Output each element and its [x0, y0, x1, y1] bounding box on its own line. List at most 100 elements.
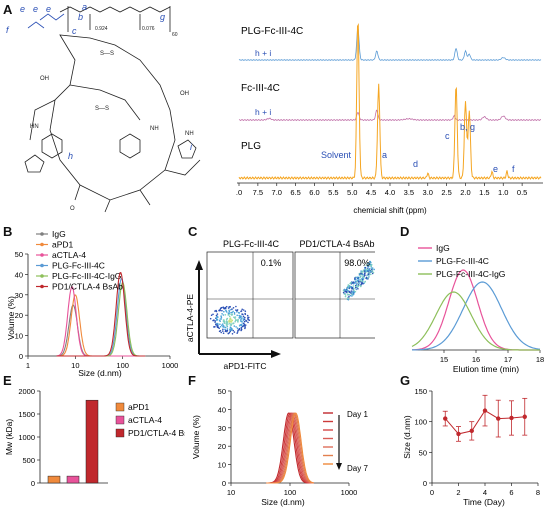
chart-f-xtick-label: 1000	[341, 488, 358, 497]
chart-c-event-dot	[350, 282, 352, 284]
chart-c-event-dot	[222, 330, 224, 332]
svg-text:S—S: S—S	[100, 51, 114, 57]
chart-e-ylabel: Mw (kDa)	[4, 419, 14, 456]
chart-c-event-dot	[342, 291, 345, 294]
chart-c-event-dot	[225, 305, 228, 308]
chart-c-ylabel: aCTLA-4-PE	[185, 294, 195, 343]
struct-label-e1: e	[20, 4, 25, 14]
nmr-tick-label: 5.5	[328, 188, 338, 197]
struct-sub-a: 0.924	[95, 26, 108, 32]
chart-c-event-dot	[218, 327, 220, 330]
chart-c-event-dot	[216, 322, 218, 325]
chart-c-event-dot	[236, 309, 239, 311]
chart-c-event-dot	[227, 312, 230, 314]
chart-d-series-line	[411, 291, 540, 351]
chart-c-event-dot	[224, 326, 227, 329]
chart-c-event-dot	[350, 285, 353, 288]
chart-g-point	[522, 414, 527, 419]
chart-c-event-dot	[367, 265, 369, 267]
chart-c-event-dot	[219, 325, 222, 328]
chart-b-series-line	[56, 271, 146, 357]
chart-b-ytick-label: 50	[15, 250, 23, 259]
nmr-label-plg-fc: PLG-Fc-III-4C	[241, 26, 303, 37]
chart-c-event-dot	[218, 309, 220, 312]
chart-c-event-dot	[231, 308, 233, 310]
chart-c-event-dot	[235, 309, 237, 311]
chart-c-event-dot	[219, 320, 221, 322]
chart-c-event-dot	[223, 310, 225, 313]
nmr-tick-label: 4.0	[385, 188, 395, 197]
chart-b-legend-label: PLG-Fc-III-4C	[52, 261, 105, 271]
chart-c-event-dot	[346, 289, 349, 291]
chart-b-series-line	[56, 294, 146, 357]
chart-e-ytick-label: 1500	[18, 410, 35, 419]
chart-c-event-dot	[355, 280, 357, 283]
chart-c-title-1: PLG-Fc-III-4C	[223, 239, 280, 249]
nmr-tick-label: .0	[236, 188, 242, 197]
chart-c-event-dot	[231, 319, 234, 322]
chart-c-event-dot	[353, 281, 355, 283]
chart-g-ylabel: Size (d.nm)	[402, 415, 412, 459]
chart-b-legend-marker	[40, 253, 44, 257]
chart-b-ytick-label: 40	[15, 270, 23, 279]
chart-c-event-dot	[370, 267, 373, 269]
chart-c-event-dot	[240, 318, 243, 320]
chart-c-event-dot	[354, 277, 356, 279]
struct-label-h: h	[68, 151, 73, 161]
chart-c-event-dot	[240, 310, 243, 312]
chart-c-event-dot	[354, 282, 356, 284]
chart-c-event-dot	[242, 309, 245, 311]
chart-c-event-dot	[370, 273, 372, 276]
struct-label-a: a	[82, 2, 87, 12]
chart-c-event-dot	[227, 314, 229, 316]
chart-c-event-dot	[234, 320, 236, 323]
chart-b-ytick-label: 20	[15, 311, 23, 320]
chart-c-event-dot	[356, 279, 359, 282]
chart-c-event-dot	[357, 285, 360, 287]
chart-c-event-dot	[362, 276, 365, 278]
chart-c-event-dot	[219, 307, 222, 310]
chart-c-event-dot	[229, 317, 232, 319]
chart-g-xlabel: Time (Day)	[463, 497, 505, 507]
chart-e-legend-label: aCTLA-4	[128, 415, 162, 425]
chart-c-event-dot	[355, 288, 358, 291]
chart-c-event-dot	[226, 318, 228, 320]
chart-c-event-dot	[242, 319, 245, 321]
chart-c-event-dot	[370, 265, 372, 267]
chart-e-bar	[66, 475, 80, 484]
chart-c-event-dot	[223, 319, 225, 321]
chart-d: 15 16 17 18 IgG PLG-Fc-III-4C PLG-Fc-III-4C-Ig…	[411, 243, 544, 374]
chart-b-xtick-label: 1	[26, 361, 30, 370]
nmr-tick-label: 1.0	[498, 188, 508, 197]
chart-d-legend-label: PLG-Fc-III-4C-IgG	[436, 269, 505, 279]
chart-c-event-dot	[367, 262, 369, 265]
panel-label-a: A	[3, 2, 13, 17]
chart-f-ytick-label: 30	[218, 424, 226, 433]
chart-b-legend-marker	[40, 284, 44, 289]
chart-c-event-dot	[232, 322, 235, 324]
chart-f-ytick-label: 10	[218, 461, 226, 470]
chart-c-event-dot	[367, 277, 369, 279]
chart-c-event-dot	[241, 325, 244, 328]
chart-c-event-dot	[221, 309, 223, 312]
chart-c-event-dot	[236, 319, 238, 322]
chart-e-legend-swatch	[115, 402, 125, 412]
chart-f-ylabel: Volume (%)	[191, 415, 201, 459]
chart-f-ytick-label: 40	[218, 405, 226, 414]
struct-label-g: g	[160, 12, 165, 22]
chart-b-ytick-label: 0	[19, 352, 23, 361]
chart-g: 0 50 100 150 0 2 4 6 8 Time (Day) Size (d.nm)	[402, 387, 540, 507]
chart-e-ytick-label: 1000	[18, 433, 35, 442]
chart-c-event-dot	[232, 307, 235, 309]
chart-c-event-dot	[213, 326, 215, 328]
nmr-tick-label: 6.5	[290, 188, 300, 197]
chart-c-event-dot	[222, 323, 224, 325]
chart-e-legend-label: aPD1	[128, 402, 150, 412]
chart-c-event-dot	[214, 321, 216, 323]
chart-e-bar	[85, 399, 99, 484]
chart-c-quadrant-1: 0.1%	[261, 258, 282, 268]
chart-c-event-dot	[220, 316, 223, 319]
chart-d-legend-label: PLG-Fc-III-4C	[436, 256, 489, 266]
chart-b-xtick-label: 1000	[162, 361, 178, 370]
chart-c-event-dot	[358, 282, 361, 284]
